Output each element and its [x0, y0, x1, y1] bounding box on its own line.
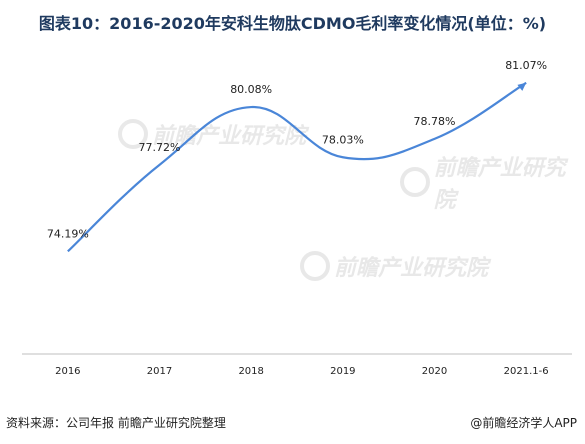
x-tick-label: 2021.1-6 [504, 366, 549, 377]
watermark: 前瞻产业研究院 [118, 118, 306, 150]
data-label: 81.07% [505, 59, 547, 72]
watermark-logo-icon [118, 119, 148, 149]
x-tick-label: 2020 [422, 366, 447, 377]
watermark-logo-icon [300, 251, 330, 281]
data-label: 74.19% [47, 227, 89, 240]
data-label: 80.08% [230, 83, 272, 96]
watermark: 前瞻产业研究院 [300, 250, 488, 282]
x-tick-label: 2018 [238, 366, 263, 377]
watermark: 前瞻产业研究院 [400, 150, 585, 214]
data-label: 78.78% [414, 115, 456, 128]
watermark-text: 前瞻产业研究院 [152, 124, 307, 149]
chart-title: 图表10：2016-2020年安科生物肽CDMO毛利率变化情况(单位：%) [38, 14, 547, 33]
brand-tag: @前瞻经济学人APP [470, 416, 577, 430]
watermark-text: 前瞻产业研究院 [334, 256, 489, 281]
data-label: 78.03% [322, 133, 364, 146]
data-label: 77.72% [139, 141, 181, 154]
x-tick-label: 2017 [147, 366, 172, 377]
x-tick-label: 2016 [55, 366, 80, 377]
source-note: 资料来源：公司年报 前瞻产业研究院整理 [6, 416, 226, 430]
series-line [67, 81, 527, 253]
watermark-text: 前瞻产业研究院 [433, 156, 566, 213]
x-tick-label: 2019 [330, 366, 355, 377]
line-arrowhead [517, 82, 527, 91]
watermark-logo-icon [400, 167, 430, 197]
